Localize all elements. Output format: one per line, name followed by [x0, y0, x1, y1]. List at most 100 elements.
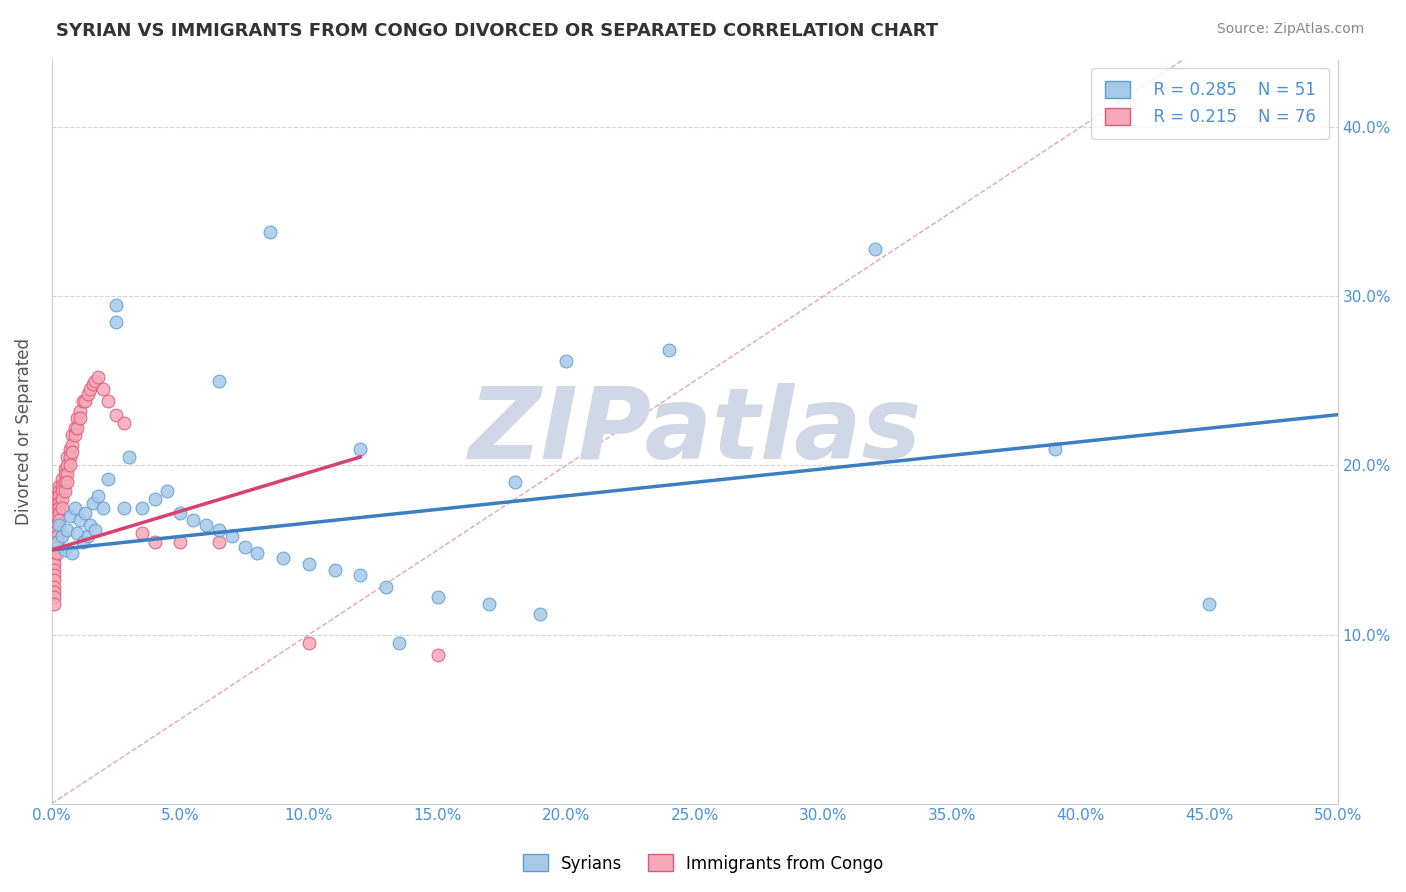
- Point: [44, 546, 66, 560]
- Point: [271, 551, 294, 566]
- Point: [51, 500, 73, 515]
- Point: [76, 387, 98, 401]
- Point: [529, 607, 551, 622]
- Point: [91, 382, 114, 396]
- Point: [72, 394, 94, 409]
- Point: [503, 475, 526, 490]
- Point: [56, 450, 79, 464]
- Point: [208, 523, 231, 537]
- Point: [69, 512, 91, 526]
- Legend: Syrians, Immigrants from Congo: Syrians, Immigrants from Congo: [516, 847, 890, 880]
- Point: [44, 568, 66, 582]
- Point: [60, 546, 83, 560]
- Point: [44, 526, 66, 541]
- Point: [181, 512, 204, 526]
- Point: [79, 517, 101, 532]
- Point: [56, 523, 79, 537]
- Point: [45, 529, 67, 543]
- Point: [44, 574, 66, 588]
- Point: [169, 534, 191, 549]
- Point: [48, 483, 70, 498]
- Point: [48, 517, 70, 532]
- Point: [44, 495, 66, 509]
- Legend:   R = 0.285    N = 51,   R = 0.215    N = 76: R = 0.285 N = 51, R = 0.215 N = 76: [1091, 68, 1329, 139]
- Point: [63, 428, 86, 442]
- Point: [66, 421, 89, 435]
- Point: [51, 472, 73, 486]
- Point: [48, 500, 70, 515]
- Point: [246, 546, 269, 560]
- Point: [1043, 442, 1066, 456]
- Point: [45, 540, 67, 554]
- Point: [118, 450, 141, 464]
- Point: [53, 467, 76, 481]
- Point: [45, 517, 67, 532]
- Point: [44, 580, 66, 594]
- Point: [87, 489, 110, 503]
- Point: [53, 462, 76, 476]
- Point: [59, 509, 82, 524]
- Point: [45, 534, 67, 549]
- Point: [143, 492, 166, 507]
- Point: [44, 597, 66, 611]
- Point: [53, 543, 76, 558]
- Point: [79, 382, 101, 396]
- Text: Source: ZipAtlas.com: Source: ZipAtlas.com: [1216, 22, 1364, 37]
- Point: [658, 343, 681, 358]
- Point: [45, 495, 67, 509]
- Point: [44, 585, 66, 599]
- Point: [143, 534, 166, 549]
- Text: SYRIAN VS IMMIGRANTS FROM CONGO DIVORCED OR SEPARATED CORRELATION CHART: SYRIAN VS IMMIGRANTS FROM CONGO DIVORCED…: [56, 22, 938, 40]
- Point: [75, 394, 97, 409]
- Point: [66, 411, 89, 425]
- Point: [48, 489, 70, 503]
- Point: [53, 475, 76, 490]
- Point: [51, 479, 73, 493]
- Point: [59, 450, 82, 464]
- Point: [60, 438, 83, 452]
- Point: [76, 529, 98, 543]
- Point: [221, 529, 243, 543]
- Point: [349, 568, 371, 582]
- Point: [169, 506, 191, 520]
- Point: [44, 591, 66, 605]
- Point: [44, 517, 66, 532]
- Point: [48, 512, 70, 526]
- Point: [45, 546, 67, 560]
- Point: [131, 526, 153, 541]
- Point: [426, 648, 449, 662]
- Point: [131, 500, 153, 515]
- Point: [56, 475, 79, 490]
- Point: [56, 458, 79, 473]
- Point: [208, 374, 231, 388]
- Point: [51, 492, 73, 507]
- Point: [195, 517, 218, 532]
- Point: [51, 483, 73, 498]
- Point: [112, 500, 135, 515]
- Point: [233, 540, 256, 554]
- Point: [69, 411, 91, 425]
- Point: [63, 421, 86, 435]
- Point: [44, 529, 66, 543]
- Point: [44, 557, 66, 571]
- Point: [82, 377, 104, 392]
- Point: [91, 500, 114, 515]
- Point: [97, 394, 120, 409]
- Point: [60, 428, 83, 442]
- Point: [45, 534, 67, 549]
- Point: [478, 597, 501, 611]
- Point: [63, 500, 86, 515]
- Point: [555, 353, 578, 368]
- Point: [388, 636, 411, 650]
- Point: [48, 495, 70, 509]
- Point: [863, 242, 886, 256]
- Point: [69, 404, 91, 418]
- Point: [59, 442, 82, 456]
- Point: [44, 551, 66, 566]
- Point: [44, 540, 66, 554]
- Point: [259, 225, 281, 239]
- Y-axis label: Divorced or Separated: Divorced or Separated: [15, 338, 32, 525]
- Point: [45, 523, 67, 537]
- Point: [298, 636, 321, 650]
- Point: [44, 534, 66, 549]
